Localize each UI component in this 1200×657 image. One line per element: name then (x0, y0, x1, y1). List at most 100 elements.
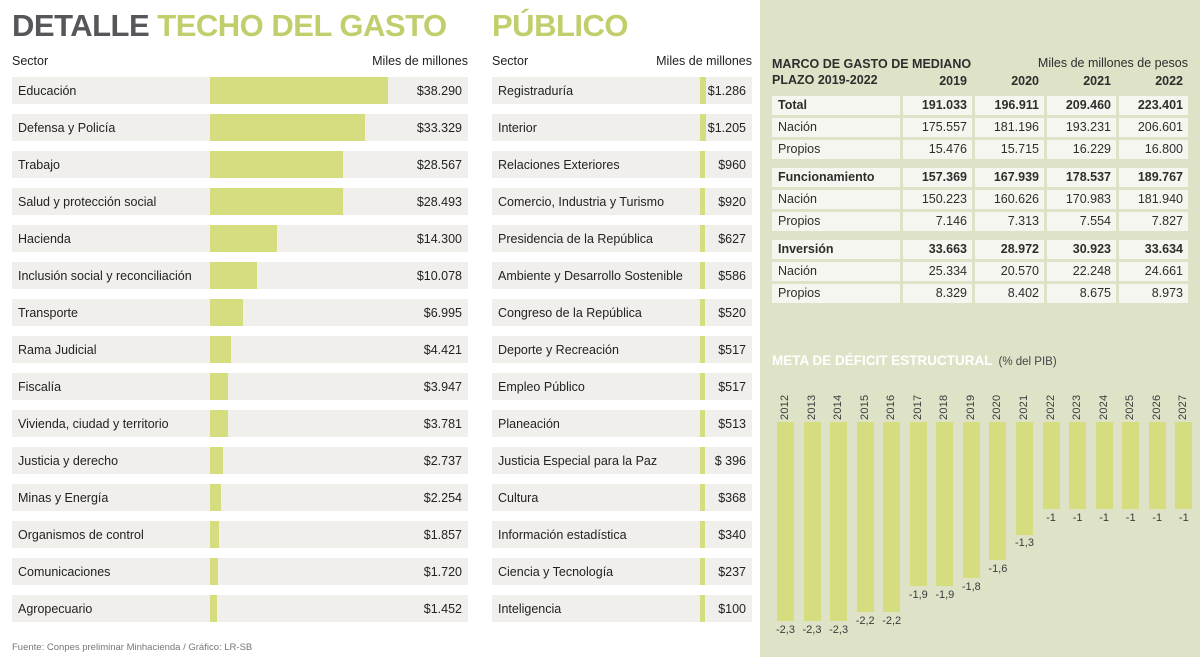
year-column-header: 2020 (1011, 74, 1039, 88)
deficit-value-label: -1 (1178, 511, 1189, 524)
source-credit: Fuente: Conpes preliminar Minhacienda / … (12, 642, 253, 653)
left-rows: Educación $38.290 Defensa y Policía $33.329… (12, 77, 468, 622)
deficit-year-label: 2019 (964, 394, 977, 420)
sector-value: $4.421 (423, 342, 462, 357)
sector-value: $28.493 (416, 194, 462, 209)
table-row: Propios 15.476 15.715 16.229 16.800 (772, 140, 1188, 159)
sector-bar (210, 521, 219, 548)
mgmp-table-subtitle: Miles de millones de pesos (1037, 56, 1188, 70)
sector-label: Defensa y Policía (18, 120, 116, 135)
mgmp-table-header: MARCO DE GASTO DE MEDIANO PLAZO 2019-202… (772, 56, 1188, 88)
table-cell-value: 196.911 (975, 96, 1044, 115)
table-cell-value: 20.570 (975, 262, 1044, 281)
sector-bar (700, 299, 705, 326)
sector-label: Agropecuario (18, 601, 93, 616)
deficit-bar (1148, 422, 1166, 509)
table-row: Total 191.033 196.911 209.460 223.401 (772, 96, 1188, 115)
sector-row: Presidencia de la República $627 (492, 225, 752, 252)
mgmp-table-rows: Total 191.033 196.911 209.460 223.401 Nación 1… (772, 96, 1188, 306)
sector-label: Registraduría (498, 83, 574, 98)
table-row-label: Nación (772, 262, 900, 281)
deficit-bar (803, 422, 821, 621)
table-cell-value: 15.715 (975, 140, 1044, 159)
sector-bar (210, 262, 257, 289)
sector-value: $237 (718, 564, 746, 579)
sector-bar (210, 373, 229, 400)
deficit-bar (830, 422, 848, 621)
deficit-bar (1069, 422, 1087, 509)
sector-value: $960 (718, 157, 746, 172)
deficit-value-label: -2,3 (829, 623, 849, 636)
sector-bar (700, 447, 705, 474)
table-cell-value: 157.369 (903, 168, 972, 187)
deficit-bar (777, 422, 794, 621)
sector-label: Planeación (498, 416, 560, 431)
deficit-year-label: 2025 (1124, 394, 1137, 420)
sector-value: $100 (718, 601, 746, 616)
sector-bar (700, 188, 705, 215)
deficit-chart-header: META DE DÉFICIT ESTRUCTURAL (% del PIB) (772, 352, 1057, 370)
sector-bar (210, 299, 243, 326)
table-cell-value: 16.800 (1119, 140, 1188, 159)
table-cell-value: 175.557 (903, 118, 972, 137)
deficit-year-label: 2020 (991, 394, 1004, 420)
sector-row: Interior $1.205 (492, 114, 752, 141)
table-row-label: Propios (772, 140, 900, 159)
left-chart-section: DETALLE TECHO DEL GASTO Sector Miles de … (12, 6, 468, 632)
sector-value: $517 (718, 379, 746, 394)
table-cell-value: 16.229 (1047, 140, 1116, 159)
sector-label: Organismos de control (18, 527, 144, 542)
sector-value: $517 (718, 342, 746, 357)
table-cell-value: 7.146 (903, 212, 972, 231)
table-row: Nación 175.557 181.196 193.231 206.601 (772, 118, 1188, 137)
sector-bar (700, 225, 705, 252)
sector-label: Inteligencia (498, 601, 562, 616)
sector-value: $ 396 (714, 453, 746, 468)
sector-value: $1.857 (423, 527, 462, 542)
table-cell-value: 178.537 (1047, 168, 1116, 187)
sector-bar (210, 410, 228, 437)
sector-label: Ciencia y Tecnología (498, 564, 614, 579)
sector-label: Transporte (18, 305, 78, 320)
table-row: Inversión 33.663 28.972 30.923 33.634 (772, 240, 1188, 259)
right-panel: MARCO DE GASTO DE MEDIANO PLAZO 2019-202… (760, 0, 1200, 657)
sector-label: Trabajo (18, 157, 60, 172)
sector-label: Justicia y derecho (18, 453, 119, 468)
table-cell-value: 24.661 (1119, 262, 1188, 281)
sector-row: Comunicaciones $1.720 (12, 558, 468, 585)
table-row-label: Funcionamiento (772, 168, 900, 187)
sector-label: Fiscalía (18, 379, 62, 394)
left-column-headers: Sector Miles de millones (12, 54, 468, 68)
sector-bar (210, 336, 231, 363)
sector-row: Educación $38.290 (12, 77, 468, 104)
title-publico: PÚBLICO (492, 8, 629, 43)
sector-row: Rama Judicial $4.421 (12, 336, 468, 363)
sector-row: Justicia y derecho $2.737 (12, 447, 468, 474)
middle-rows: Registraduría $1.286 Interior $1.205 Relacio… (492, 77, 752, 622)
sector-label: Información estadística (498, 527, 627, 542)
middle-column-headers: Sector Miles de millones (492, 54, 752, 68)
table-row: Propios 8.329 8.402 8.675 8.973 (772, 284, 1188, 303)
title-detalle: DETALLE (12, 8, 150, 43)
mgmp-title-line2: PLAZO 2019-2022 (772, 73, 878, 87)
sector-bar (210, 484, 221, 511)
sector-label: Inclusión social y reconciliación (18, 268, 192, 283)
sector-value: $2.737 (423, 453, 462, 468)
table-cell-value: 8.675 (1047, 284, 1116, 303)
page-title: DETALLE TECHO DEL GASTO (12, 6, 468, 46)
mgmp-title-line1: MARCO DE GASTO DE MEDIANO (772, 57, 972, 71)
deficit-year-label: 2015 (858, 394, 871, 420)
sector-value: $38.290 (416, 83, 462, 98)
sector-row: Organismos de control $1.857 (12, 521, 468, 548)
deficit-bar (1095, 422, 1113, 509)
deficit-year-label: 2023 (1071, 394, 1084, 420)
deficit-value-label: -1 (1152, 511, 1163, 524)
table-row: Nación 150.223 160.626 170.983 181.940 (772, 190, 1188, 209)
sector-row: Ambiente y Desarrollo Sostenible $586 (492, 262, 752, 289)
deficit-bar (962, 422, 980, 578)
sector-label: Comercio, Industria y Turismo (498, 194, 665, 209)
sector-value: $920 (718, 194, 746, 209)
deficit-value-label: -1,9 (935, 589, 955, 602)
sector-row: Relaciones Exteriores $960 (492, 151, 752, 178)
